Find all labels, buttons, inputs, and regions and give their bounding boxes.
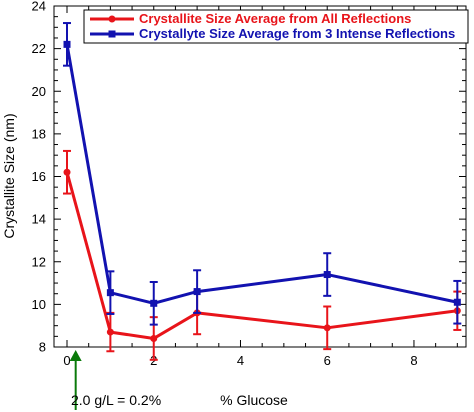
y-tick-label: 18 [32,126,46,141]
legend-label-1: Crystallyte Size Average from 3 Intense … [139,26,455,41]
y-tick-label: 22 [32,41,46,56]
series-line [65,44,458,305]
series-line [65,171,458,340]
x-axis-title: % Glucose [220,392,288,408]
y-tick-label: 14 [32,212,46,227]
axis-tick-labels: 8101214161820222402468 [32,0,418,368]
axis-ticks [54,5,466,348]
data-point [150,299,158,307]
data-point [323,271,331,279]
legend-label-0: Crystallite Size Average from All Reflec… [139,11,411,26]
legend-marker-1 [108,30,116,38]
y-axis-title: Crystallite Size (nm) [1,113,17,238]
annotation-arrow-head [69,350,82,361]
series-layer [63,22,462,361]
legend: Crystallite Size Average from All Reflec… [83,9,469,44]
y-tick-label: 10 [32,297,46,312]
series-0 [63,149,462,361]
y-tick-label: 24 [32,0,46,14]
x-tick-label: 4 [237,353,244,368]
plot-frame [53,5,467,348]
series-1 [63,22,462,326]
data-point [453,298,461,306]
y-tick-label: 12 [32,254,46,269]
x-tick-label: 6 [324,353,331,368]
annotation-text: 2.0 g/L = 0.2% [71,392,161,408]
data-point [63,168,71,176]
data-point [150,334,158,342]
data-point [193,288,201,296]
y-tick-label: 8 [39,340,46,355]
annotation: 2.0 g/L = 0.2% [69,350,161,410]
legend-marker-0 [108,15,116,23]
data-point [106,328,114,336]
data-point [106,289,114,297]
data-point [323,324,331,332]
y-tick-label: 16 [32,169,46,184]
x-tick-label: 8 [410,353,417,368]
data-point [63,40,71,48]
y-tick-label: 20 [32,84,46,99]
legend-box [83,9,469,44]
x-tick-label: 0 [63,353,70,368]
